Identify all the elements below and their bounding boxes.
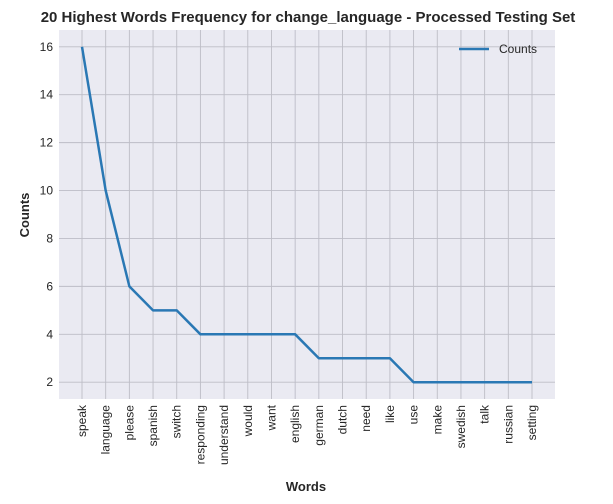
x-tick-talk: talk: [478, 404, 492, 424]
x-tick-want: want: [264, 404, 278, 431]
y-tick-6: 6: [46, 279, 53, 293]
x-tick-would: would: [241, 405, 255, 437]
x-tick-english: english: [288, 405, 302, 443]
y-tick-labels: 2 4 6 8 10 12 14 16: [40, 40, 54, 389]
x-axis-label: Words: [286, 479, 326, 494]
x-tick-understand: understand: [217, 405, 231, 465]
x-tick-russian: russian: [501, 405, 515, 444]
horizontal-gridlines: [59, 46, 555, 383]
y-tick-2: 2: [46, 375, 53, 389]
x-tick-like: like: [383, 405, 397, 423]
x-tick-german: german: [312, 405, 326, 446]
y-tick-4: 4: [46, 327, 53, 341]
x-tick-need: need: [359, 405, 373, 432]
y-tick-8: 8: [46, 231, 53, 245]
x-tick-speak: speak: [75, 404, 89, 437]
chart-title: 20 Highest Words Frequency for change_la…: [41, 9, 576, 26]
series-line-counts: [80, 46, 532, 384]
x-tick-make: make: [430, 405, 444, 435]
x-tick-responding: responding: [193, 405, 207, 464]
series-points: [81, 46, 533, 383]
y-axis-label: Counts: [17, 193, 32, 238]
x-tick-language: language: [99, 405, 113, 455]
y-tick-12: 12: [40, 136, 54, 150]
x-tick-dutch: dutch: [336, 405, 350, 434]
x-tick-spanish: spanish: [146, 405, 160, 446]
plot-area: [59, 30, 555, 399]
x-tick-setting: setting: [525, 405, 539, 440]
x-tick-labels: speak language please spanish switch respondi…: [75, 404, 539, 465]
legend: Counts: [459, 42, 537, 56]
legend-label: Counts: [499, 42, 537, 56]
x-tick-please: please: [122, 405, 136, 441]
x-tick-use: use: [407, 405, 421, 425]
x-tick-switch: switch: [170, 405, 184, 438]
y-tick-16: 16: [40, 40, 54, 54]
y-tick-10: 10: [40, 184, 54, 198]
vertical-gridlines: [81, 30, 533, 399]
x-tick-swedish: swedish: [454, 405, 468, 448]
y-tick-14: 14: [40, 88, 54, 102]
